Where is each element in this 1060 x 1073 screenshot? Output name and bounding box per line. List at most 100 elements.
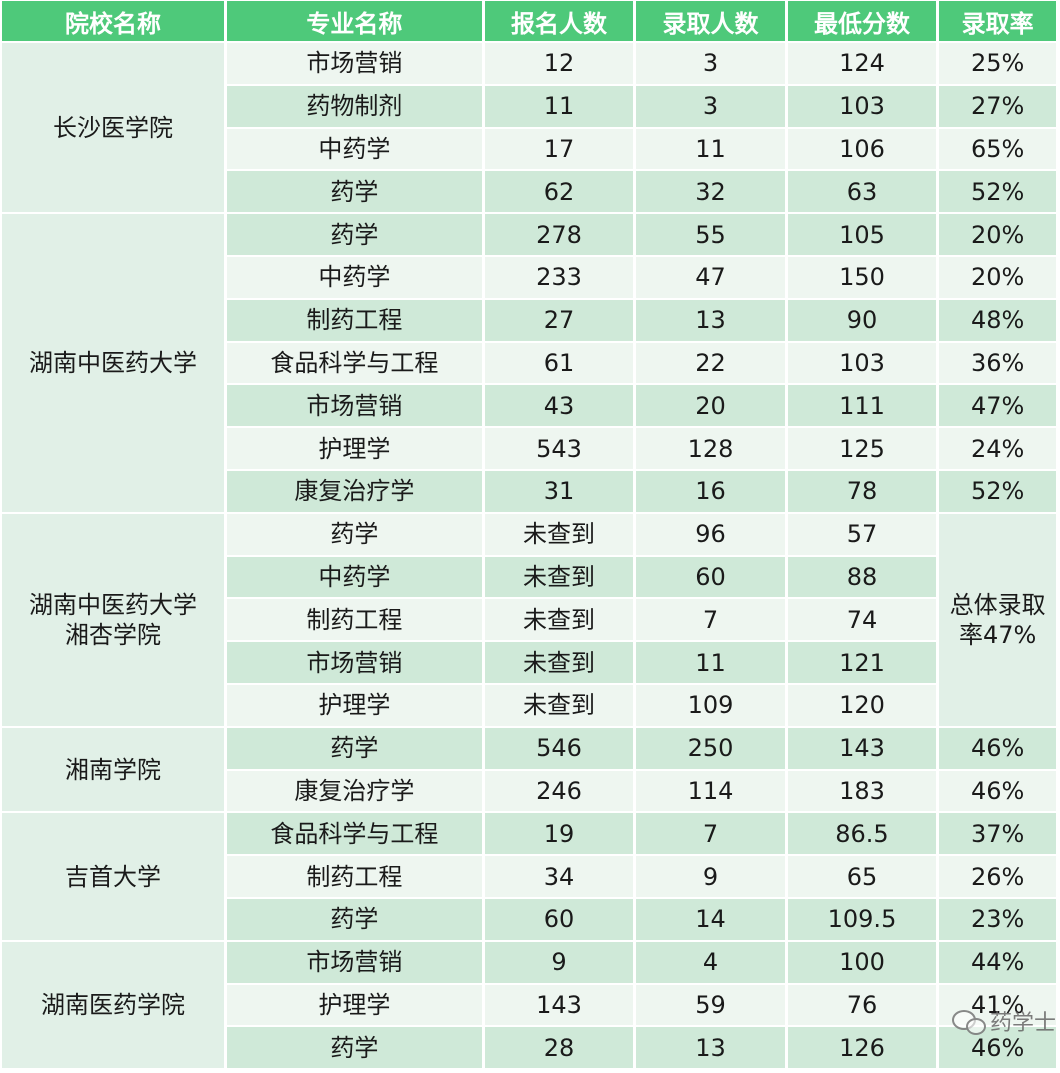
rate-cell: 52% — [939, 171, 1056, 213]
min-score-cell: 105 — [787, 214, 937, 255]
min-score-cell: 124 — [787, 43, 937, 84]
header-school: 院校名称 — [2, 1, 224, 41]
major-cell: 市场营销 — [226, 385, 482, 427]
table-row: 制药工程 34 9 65 26% — [2, 856, 1056, 897]
major-cell: 护理学 — [226, 684, 482, 726]
table-row: 中药学 233 47 150 20% — [2, 256, 1056, 298]
min-score-cell: 63 — [787, 171, 937, 213]
rate-cell: 36% — [939, 342, 1056, 384]
header-row: 院校名称 专业名称 报名人数 录取人数 最低分数 录取率 — [2, 1, 1056, 41]
rate-cell: 46% — [939, 770, 1056, 812]
admitted-cell: 11 — [636, 128, 785, 170]
major-cell: 中药学 — [226, 256, 482, 298]
admitted-cell: 250 — [636, 727, 785, 769]
admitted-cell: 55 — [636, 214, 785, 255]
applicants-cell: 143 — [484, 984, 634, 1026]
rate-cell: 46% — [939, 727, 1056, 769]
min-score-cell: 109.5 — [787, 898, 937, 940]
major-cell: 药学 — [226, 214, 482, 255]
wechat-icon — [950, 1008, 986, 1035]
applicants-cell: 28 — [484, 1027, 634, 1069]
watermark-text: 药学士 — [989, 1011, 1056, 1036]
admitted-cell: 20 — [636, 385, 785, 427]
admitted-cell: 16 — [636, 470, 785, 512]
admitted-cell: 4 — [636, 941, 785, 983]
applicants-cell: 9 — [484, 941, 634, 983]
table-row: 康复治疗学 246 114 183 46% — [2, 770, 1056, 812]
min-score-cell: 78 — [787, 470, 937, 512]
admitted-cell: 9 — [636, 856, 785, 897]
rate-cell: 25% — [939, 43, 1056, 84]
rate-cell: 52% — [939, 470, 1056, 512]
rate-cell: 23% — [939, 898, 1056, 940]
major-cell: 市场营销 — [226, 642, 482, 683]
rate-cell: 65% — [939, 128, 1056, 170]
school-name-line1: 湖南中医药大学 — [28, 590, 197, 619]
major-cell: 药学 — [226, 171, 482, 213]
table-row: 中药学 17 11 106 65% — [2, 128, 1056, 170]
table-row: 护理学 543 128 125 24% — [2, 428, 1056, 469]
admitted-cell: 7 — [636, 813, 785, 855]
applicants-cell: 34 — [484, 856, 634, 897]
applicants-cell: 未查到 — [484, 599, 634, 641]
applicants-cell: 27 — [484, 299, 634, 341]
min-score-cell: 125 — [787, 428, 937, 469]
table-row: 药学 28 13 126 46% — [2, 1027, 1056, 1069]
applicants-cell: 61 — [484, 342, 634, 384]
min-score-cell: 76 — [787, 984, 937, 1026]
min-score-cell: 121 — [787, 642, 937, 683]
school-name: 吉首大学 — [2, 813, 224, 940]
applicants-cell: 11 — [484, 85, 634, 127]
applicants-cell: 未查到 — [484, 684, 634, 726]
major-cell: 药学 — [226, 1027, 482, 1069]
table-row: 吉首大学 食品科学与工程 19 7 86.5 37% — [2, 813, 1056, 940]
school-name: 湘南学院 — [2, 727, 224, 812]
rate-cell: 46% — [939, 1027, 1056, 1069]
school-name: 长沙医学院 — [2, 43, 224, 213]
major-cell: 护理学 — [226, 428, 482, 469]
applicants-cell: 未查到 — [484, 513, 634, 555]
table-row: 长沙医学院 市场营销 12 3 124 25% — [2, 43, 1056, 213]
min-score-cell: 120 — [787, 684, 937, 726]
applicants-cell: 62 — [484, 171, 634, 213]
major-cell: 中药学 — [226, 556, 482, 598]
major-cell: 市场营销 — [226, 941, 482, 983]
min-score-cell: 126 — [787, 1027, 937, 1069]
min-score-cell: 111 — [787, 385, 937, 427]
rate-cell: 20% — [939, 256, 1056, 298]
applicants-cell: 19 — [484, 813, 634, 855]
table-row: 护理学 未查到 109 120 — [2, 684, 1056, 726]
major-cell: 食品科学与工程 — [226, 342, 482, 384]
applicants-cell: 246 — [484, 770, 634, 812]
rate-cell: 37% — [939, 813, 1056, 855]
admitted-cell: 11 — [636, 642, 785, 683]
major-cell: 制药工程 — [226, 599, 482, 641]
table-row: 药物制剂 11 3 103 27% — [2, 85, 1056, 127]
header-applicants: 报名人数 — [484, 1, 634, 41]
table-row: 湘南学院 药学 546 250 143 46% — [2, 727, 1056, 812]
major-cell: 中药学 — [226, 128, 482, 170]
admitted-cell: 114 — [636, 770, 785, 812]
major-cell: 康复治疗学 — [226, 470, 482, 512]
admitted-cell: 32 — [636, 171, 785, 213]
admitted-cell: 128 — [636, 428, 785, 469]
min-score-cell: 106 — [787, 128, 937, 170]
major-cell: 药物制剂 — [226, 85, 482, 127]
admitted-cell: 47 — [636, 256, 785, 298]
major-cell: 药学 — [226, 513, 482, 555]
rate-cell: 48% — [939, 299, 1056, 341]
table-row: 市场营销 未查到 11 121 — [2, 642, 1056, 683]
min-score-cell: 57 — [787, 513, 937, 555]
applicants-cell: 43 — [484, 385, 634, 427]
rate-cell: 26% — [939, 856, 1056, 897]
applicants-cell: 未查到 — [484, 642, 634, 683]
applicants-cell: 未查到 — [484, 556, 634, 598]
table-row: 药学 62 32 63 52% — [2, 171, 1056, 213]
major-cell: 护理学 — [226, 984, 482, 1026]
admitted-cell: 96 — [636, 513, 785, 555]
applicants-cell: 31 — [484, 470, 634, 512]
admitted-cell: 14 — [636, 898, 785, 940]
admitted-cell: 13 — [636, 1027, 785, 1069]
min-score-cell: 183 — [787, 770, 937, 812]
